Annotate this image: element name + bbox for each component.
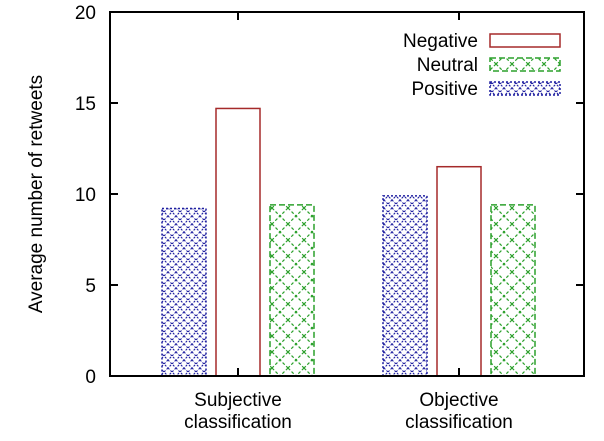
legend-swatch-positive — [489, 81, 561, 96]
y-axis-title: Average number of retweets — [26, 75, 47, 313]
bar-positive-1 — [382, 195, 428, 377]
legend-label-neutral: Neutral — [417, 55, 478, 76]
legend-label-negative: Negative — [403, 31, 478, 52]
x-tick-label: Objective — [419, 390, 498, 411]
x-tick-label: classification — [405, 412, 513, 433]
legend-label-positive: Positive — [411, 79, 478, 100]
y-tick-label: 20 — [75, 3, 96, 24]
y-tick-label: 5 — [85, 276, 96, 297]
x-tick-label: classification — [184, 412, 292, 433]
bar-negative-0 — [215, 107, 261, 377]
legend-swatch-negative — [489, 33, 561, 48]
legend-swatch-neutral — [489, 57, 561, 72]
y-tick-label: 15 — [75, 94, 96, 115]
bar-negative-1 — [436, 165, 482, 377]
y-tick-label: 0 — [85, 367, 96, 388]
bar-neutral-1 — [490, 204, 536, 377]
bar-neutral-0 — [269, 204, 315, 377]
x-tick-label: Subjective — [194, 390, 282, 411]
y-tick-label: 10 — [75, 185, 96, 206]
bar-positive-0 — [161, 207, 207, 377]
